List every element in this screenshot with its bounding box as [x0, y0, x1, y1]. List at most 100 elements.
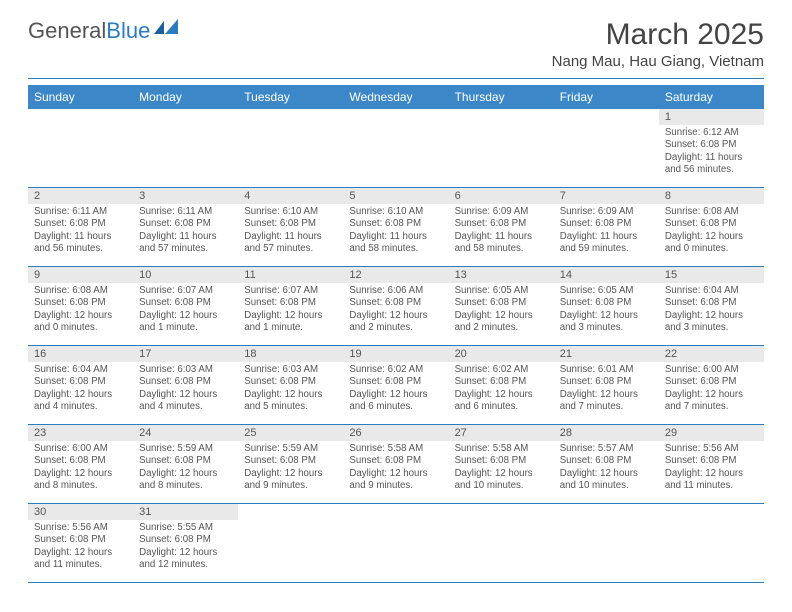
calendar-table: SundayMondayTuesdayWednesdayThursdayFrid… — [28, 85, 764, 583]
day-number: 3 — [133, 188, 238, 204]
calendar-day-cell: 29Sunrise: 5:56 AMSunset: 6:08 PMDayligh… — [659, 425, 764, 504]
sunrise-line: Sunrise: 6:03 AM — [244, 364, 318, 375]
day-number: 29 — [659, 425, 764, 441]
sunset-line: Sunset: 6:08 PM — [665, 139, 737, 150]
sunrise-line: Sunrise: 6:04 AM — [665, 285, 739, 296]
calendar-day-cell: 14Sunrise: 6:05 AMSunset: 6:08 PMDayligh… — [554, 267, 659, 346]
sunset-line: Sunset: 6:08 PM — [349, 218, 421, 229]
calendar-empty-cell — [238, 504, 343, 583]
sunset-line: Sunset: 6:08 PM — [455, 297, 527, 308]
day-number: 9 — [28, 267, 133, 283]
calendar-day-cell: 30Sunrise: 5:56 AMSunset: 6:08 PMDayligh… — [28, 504, 133, 583]
day-number: 6 — [449, 188, 554, 204]
calendar-day-cell: 12Sunrise: 6:06 AMSunset: 6:08 PMDayligh… — [343, 267, 448, 346]
day-details: Sunrise: 6:04 AMSunset: 6:08 PMDaylight:… — [28, 362, 133, 418]
day-details: Sunrise: 6:11 AMSunset: 6:08 PM Daylight:… — [28, 204, 133, 260]
daylight-line: Daylight: 12 hours and 4 minutes. — [139, 389, 217, 412]
weekday-header: Thursday — [449, 85, 554, 109]
calendar-day-cell: 7Sunrise: 6:09 AMSunset: 6:08 PMDaylight… — [554, 188, 659, 267]
logo-flag-icon — [154, 18, 182, 38]
weekday-header: Saturday — [659, 85, 764, 109]
day-number: 18 — [238, 346, 343, 362]
daylight-line: Daylight: 12 hours and 0 minutes. — [665, 231, 743, 254]
day-details: Sunrise: 5:57 AMSunset: 6:08 PMDaylight:… — [554, 441, 659, 497]
brand-general: General — [28, 18, 106, 44]
daylight-line: Daylight: 12 hours and 9 minutes. — [244, 468, 322, 491]
sunrise-line: Sunrise: 6:01 AM — [560, 364, 634, 375]
calendar-day-cell: 20Sunrise: 6:02 AMSunset: 6:08 PMDayligh… — [449, 346, 554, 425]
sunrise-line: Sunrise: 5:59 AM — [244, 443, 318, 454]
daylight-line: Daylight: 11 hours and 56 minutes. — [34, 231, 111, 254]
sunset-line: Sunset: 6:08 PM — [139, 376, 211, 387]
day-details: Sunrise: 6:08 AMSunset: 6:08 PMDaylight:… — [28, 283, 133, 339]
sunrise-line: Sunrise: 6:02 AM — [349, 364, 423, 375]
calendar-week-row: 2Sunrise: 6:11 AMSunset: 6:08 PMDaylight… — [28, 188, 764, 267]
sunset-line: Sunset: 6:08 PM — [349, 376, 421, 387]
daylight-line: Daylight: 11 hours and 58 minutes. — [455, 231, 532, 254]
daylight-line: Daylight: 12 hours and 5 minutes. — [244, 389, 322, 412]
day-details: Sunrise: 5:55 AMSunset: 6:08 PMDaylight:… — [133, 520, 238, 576]
calendar-day-cell: 9Sunrise: 6:08 AMSunset: 6:08 PMDaylight… — [28, 267, 133, 346]
sunrise-line: Sunrise: 6:04 AM — [34, 364, 108, 375]
sunset-line: Sunset: 6:08 PM — [34, 218, 106, 229]
day-number: 30 — [28, 504, 133, 520]
day-details: Sunrise: 6:02 AMSunset: 6:08 PMDaylight:… — [343, 362, 448, 418]
day-number: 5 — [343, 188, 448, 204]
sunrise-line: Sunrise: 6:11 AM — [34, 206, 107, 217]
daylight-line: Daylight: 12 hours and 10 minutes. — [455, 468, 533, 491]
sunrise-line: Sunrise: 5:59 AM — [139, 443, 213, 454]
sunrise-line: Sunrise: 6:09 AM — [455, 206, 529, 217]
day-details: Sunrise: 5:58 AMSunset: 6:08 PMDaylight:… — [449, 441, 554, 497]
sunset-line: Sunset: 6:08 PM — [244, 376, 316, 387]
day-details: Sunrise: 6:09 AMSunset: 6:08 PM Daylight:… — [449, 204, 554, 260]
daylight-line: Daylight: 12 hours and 7 minutes. — [665, 389, 743, 412]
calendar-day-cell: 4Sunrise: 6:10 AMSunset: 6:08 PMDaylight… — [238, 188, 343, 267]
sunrise-line: Sunrise: 5:55 AM — [139, 522, 213, 533]
sunrise-line: Sunrise: 5:57 AM — [560, 443, 634, 454]
day-details: Sunrise: 6:07 AMSunset: 6:08 PMDaylight:… — [133, 283, 238, 339]
sunrise-line: Sunrise: 6:08 AM — [665, 206, 739, 217]
day-number: 27 — [449, 425, 554, 441]
logo: GeneralBlue — [28, 18, 182, 44]
calendar-empty-cell — [449, 109, 554, 188]
daylight-line: Daylight: 12 hours and 11 minutes. — [665, 468, 743, 491]
day-details: Sunrise: 6:12 AMSunset: 6:08 PMDaylight:… — [659, 125, 764, 181]
day-details: Sunrise: 6:05 AMSunset: 6:08 PMDaylight:… — [554, 283, 659, 339]
sunrise-line: Sunrise: 6:03 AM — [139, 364, 213, 375]
weekday-header: Tuesday — [238, 85, 343, 109]
calendar-day-cell: 5Sunrise: 6:10 AMSunset: 6:08 PMDaylight… — [343, 188, 448, 267]
calendar-week-row: 30Sunrise: 5:56 AMSunset: 6:08 PMDayligh… — [28, 504, 764, 583]
sunrise-line: Sunrise: 6:10 AM — [244, 206, 318, 217]
header: GeneralBlue March 2025 Nang Mau, Hau Gia… — [28, 18, 764, 70]
day-details: Sunrise: 5:58 AMSunset: 6:08 PMDaylight:… — [343, 441, 448, 497]
calendar-day-cell: 28Sunrise: 5:57 AMSunset: 6:08 PMDayligh… — [554, 425, 659, 504]
sunset-line: Sunset: 6:08 PM — [349, 297, 421, 308]
sunset-line: Sunset: 6:08 PM — [139, 455, 211, 466]
day-number: 19 — [343, 346, 448, 362]
daylight-line: Daylight: 12 hours and 1 minute. — [139, 310, 217, 333]
calendar-day-cell: 16Sunrise: 6:04 AMSunset: 6:08 PMDayligh… — [28, 346, 133, 425]
sunrise-line: Sunrise: 5:56 AM — [665, 443, 739, 454]
calendar-day-cell: 24Sunrise: 5:59 AMSunset: 6:08 PMDayligh… — [133, 425, 238, 504]
daylight-line: Daylight: 11 hours and 58 minutes. — [349, 231, 426, 254]
calendar-day-cell: 8Sunrise: 6:08 AMSunset: 6:08 PMDaylight… — [659, 188, 764, 267]
sunset-line: Sunset: 6:08 PM — [455, 218, 527, 229]
sunrise-line: Sunrise: 6:05 AM — [455, 285, 529, 296]
daylight-line: Daylight: 12 hours and 12 minutes. — [139, 547, 217, 570]
day-number: 2 — [28, 188, 133, 204]
calendar-day-cell: 23Sunrise: 6:00 AMSunset: 6:08 PMDayligh… — [28, 425, 133, 504]
day-number: 21 — [554, 346, 659, 362]
calendar-week-row: 1Sunrise: 6:12 AMSunset: 6:08 PMDaylight… — [28, 109, 764, 188]
day-details: Sunrise: 6:07 AMSunset: 6:08 PMDaylight:… — [238, 283, 343, 339]
day-number: 25 — [238, 425, 343, 441]
sunrise-line: Sunrise: 5:58 AM — [349, 443, 423, 454]
calendar-day-cell: 22Sunrise: 6:00 AMSunset: 6:08 PMDayligh… — [659, 346, 764, 425]
day-number: 26 — [343, 425, 448, 441]
sunrise-line: Sunrise: 6:11 AM — [139, 206, 212, 217]
day-details: Sunrise: 6:10 AMSunset: 6:08 PMDaylight:… — [238, 204, 343, 260]
daylight-line: Daylight: 12 hours and 7 minutes. — [560, 389, 638, 412]
day-details: Sunrise: 6:01 AMSunset: 6:08 PMDaylight:… — [554, 362, 659, 418]
sunrise-line: Sunrise: 5:56 AM — [34, 522, 108, 533]
day-number: 15 — [659, 267, 764, 283]
sunset-line: Sunset: 6:08 PM — [34, 297, 106, 308]
